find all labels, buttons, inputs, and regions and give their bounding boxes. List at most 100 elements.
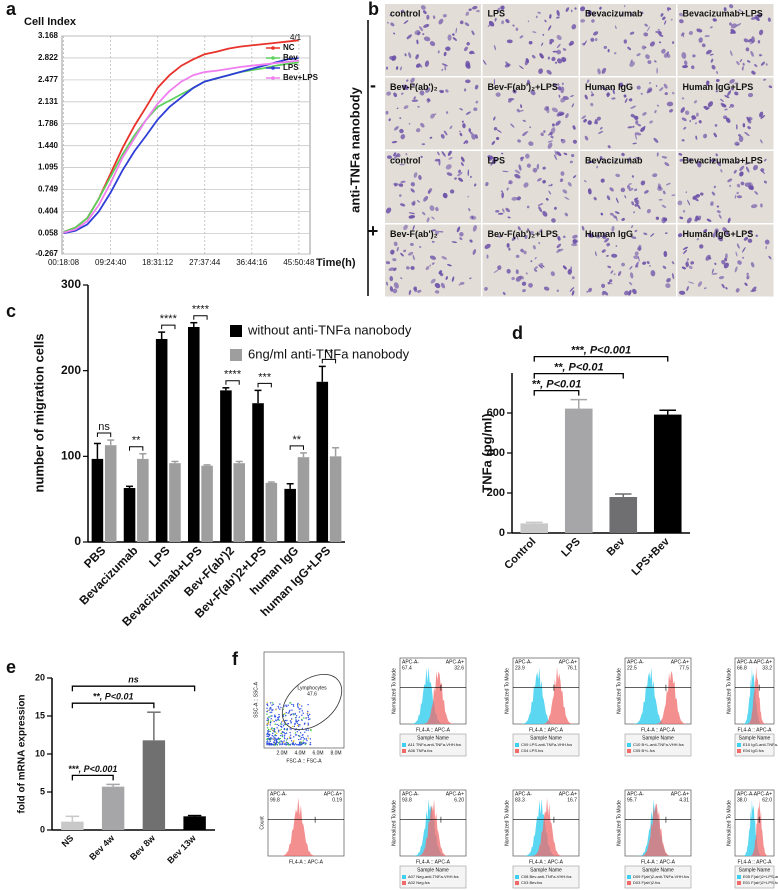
y-tick-label: 600 <box>487 407 505 419</box>
bar <box>91 458 104 542</box>
cell-blob <box>400 180 406 184</box>
cell-blob <box>725 231 729 235</box>
error-bar <box>171 460 179 464</box>
cell-blob <box>699 192 704 196</box>
micrograph-label: Human IgG <box>585 229 633 239</box>
bar <box>142 740 166 830</box>
cell-blob <box>629 265 633 270</box>
significance-label: *** <box>258 371 272 383</box>
cell-blob <box>659 87 664 92</box>
cell-blob <box>484 243 491 249</box>
micrograph: Bevacizumab+LPS <box>677 151 774 224</box>
event-dot <box>286 705 288 708</box>
event-dot <box>284 732 286 735</box>
gate-pos-value: 33.2 <box>762 665 772 671</box>
micrograph: LPS <box>482 4 579 76</box>
histogram-sample <box>268 797 344 856</box>
cell-blob <box>529 231 534 235</box>
cell-blob <box>406 79 409 82</box>
cell-blob <box>564 196 570 200</box>
cell-blob <box>735 288 740 293</box>
cell-blob <box>621 262 625 267</box>
cell-blob <box>641 45 646 50</box>
cell-blob <box>750 262 755 268</box>
cell-blob <box>546 69 552 75</box>
cell-blob <box>518 65 524 70</box>
cell-blob <box>550 271 555 277</box>
y-axis-title: Cell Index <box>24 16 77 28</box>
x-axis-title: Time(h) <box>316 257 356 269</box>
significance-label: ** <box>132 435 141 447</box>
cell-blob <box>725 117 731 123</box>
cell-blob <box>552 50 558 53</box>
gate-neg-label: APC-A- <box>402 659 419 665</box>
cell-blob <box>621 217 625 221</box>
legend-title: Sample Name <box>530 867 562 873</box>
cell-blob <box>681 139 685 142</box>
cell-blob <box>562 59 566 63</box>
micrograph-background <box>385 4 481 76</box>
significance-bracket <box>321 358 337 364</box>
cell-blob <box>663 250 668 258</box>
x-tick-label: 4.0M <box>294 750 305 756</box>
event-dot <box>298 743 301 745</box>
cell-blob <box>423 23 430 28</box>
legend-label: A07 Neg-anti-TNFa-VHH.fcs <box>408 874 459 879</box>
event-dot <box>270 708 272 710</box>
cell-blob <box>600 178 605 183</box>
cell-blob <box>743 38 749 43</box>
cell-blob <box>420 122 425 128</box>
cell-blob <box>720 169 723 173</box>
error-bar <box>332 447 340 457</box>
event-dot <box>292 713 294 715</box>
cell-blob <box>660 13 664 17</box>
cell-blob <box>713 132 717 138</box>
cell-blob <box>685 260 689 268</box>
cell-blob <box>646 88 652 94</box>
event-dot <box>293 725 296 728</box>
cell-blob <box>442 14 447 18</box>
cell-blob <box>459 237 463 241</box>
cell-blob <box>703 133 708 139</box>
cell-blob <box>468 208 471 212</box>
cell-blob <box>493 116 496 121</box>
cell-blob <box>539 263 543 265</box>
cell-blob <box>607 49 610 53</box>
cell-blob <box>647 60 652 64</box>
cell-blob <box>703 105 709 110</box>
cell-blob <box>514 173 521 179</box>
event-dot <box>282 725 285 727</box>
cell-blob <box>547 25 552 31</box>
y-tick-label: 2.131 <box>38 97 59 106</box>
cell-blob <box>504 63 511 68</box>
cell-blob <box>541 42 544 47</box>
gate-neg-label: APC-A- <box>270 791 287 797</box>
cell-blob <box>415 54 419 60</box>
cell-blob <box>434 230 439 235</box>
cell-blob <box>538 68 544 74</box>
cell-blob <box>587 10 592 15</box>
cell-blob <box>687 258 689 261</box>
x-tick-label: Control <box>502 536 538 572</box>
error-bar <box>235 460 243 464</box>
cell-blob <box>614 160 616 162</box>
cell-blob <box>718 275 725 280</box>
event-dot <box>305 738 308 740</box>
cell-blob <box>682 64 689 69</box>
cell-blob <box>609 279 613 283</box>
cell-blob <box>526 205 530 209</box>
cell-blob <box>506 39 513 44</box>
cell-blob <box>660 34 664 37</box>
cell-blob <box>671 194 676 197</box>
cell-blob <box>597 68 601 75</box>
cell-blob <box>765 63 768 66</box>
cell-blob <box>525 153 530 159</box>
cell-blob <box>394 126 399 131</box>
y-axis-title: Normalized To Mode <box>726 800 732 846</box>
cell-blob <box>763 158 767 162</box>
cell-blob <box>468 128 471 133</box>
cell-blob <box>635 120 639 125</box>
event-dot <box>299 724 301 726</box>
event-dot <box>281 734 284 736</box>
cell-blob <box>494 17 497 22</box>
